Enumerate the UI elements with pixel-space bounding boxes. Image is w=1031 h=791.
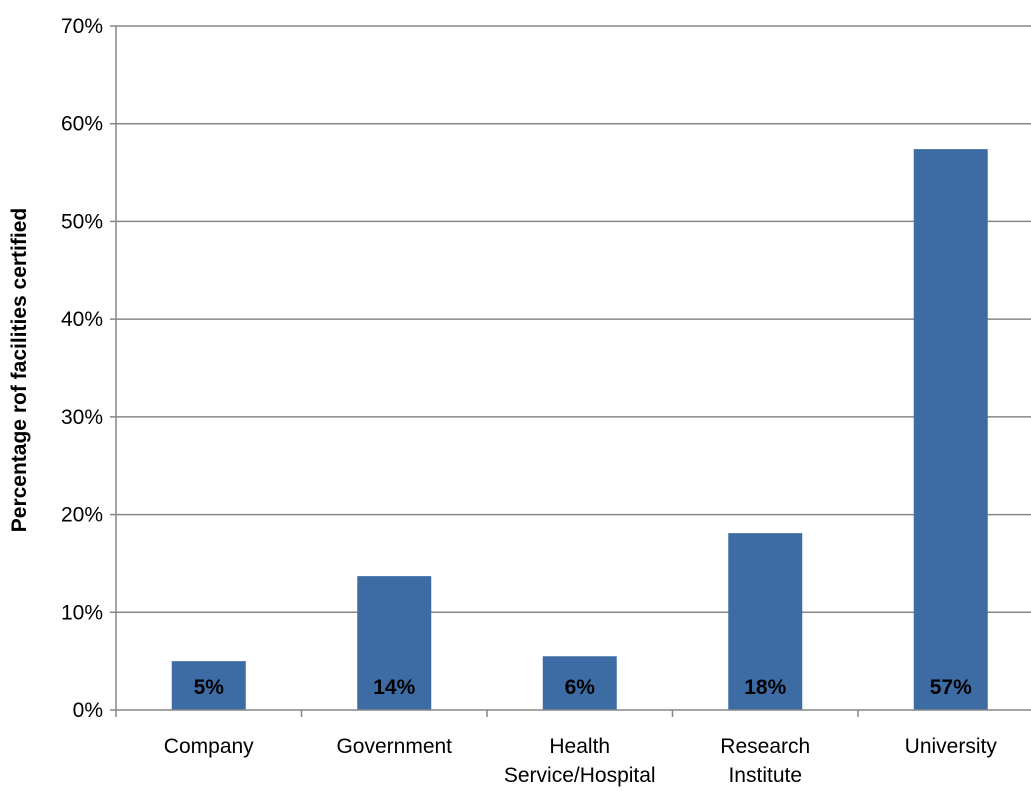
bar-4 (913, 149, 988, 710)
y-tick-label: 70% (61, 15, 103, 38)
gridlines (116, 25, 1031, 614)
x-category-label: Health Service/Hospital (504, 735, 656, 787)
y-tick-label: 50% (61, 210, 103, 233)
y-tick-label: 30% (61, 406, 103, 429)
data-label: 18% (744, 676, 786, 699)
data-labels: 5% 14% 6% 18% 57% (194, 676, 973, 699)
x-category-labels: Company Government Health Service/Hospital R… (164, 735, 998, 787)
data-label: 57% (930, 676, 972, 699)
x-category-label: University (905, 735, 998, 758)
y-tick-label: 10% (61, 601, 103, 624)
y-tick-label: 60% (61, 113, 103, 136)
x-category-label: Company (164, 735, 254, 758)
bar-1 (357, 576, 432, 710)
y-axis-title: Percentage rof facilities certified (8, 208, 31, 532)
y-tick-label: 20% (61, 504, 103, 527)
data-label: 14% (373, 676, 415, 699)
bar-0 (171, 661, 246, 710)
bars (171, 149, 988, 710)
bar-3 (728, 533, 803, 710)
axes (110, 25, 1031, 717)
x-category-label: Research Institute (720, 735, 810, 787)
y-tick-label: 40% (61, 308, 103, 331)
bar-2 (542, 656, 617, 710)
data-label: 5% (194, 676, 225, 699)
y-tick-labels: 0% 10% 20% 30% 40% 50% 60% 70% (61, 15, 103, 722)
data-label: 6% (565, 676, 596, 699)
y-tick-label: 0% (73, 699, 103, 722)
x-category-label: Government (336, 735, 452, 758)
